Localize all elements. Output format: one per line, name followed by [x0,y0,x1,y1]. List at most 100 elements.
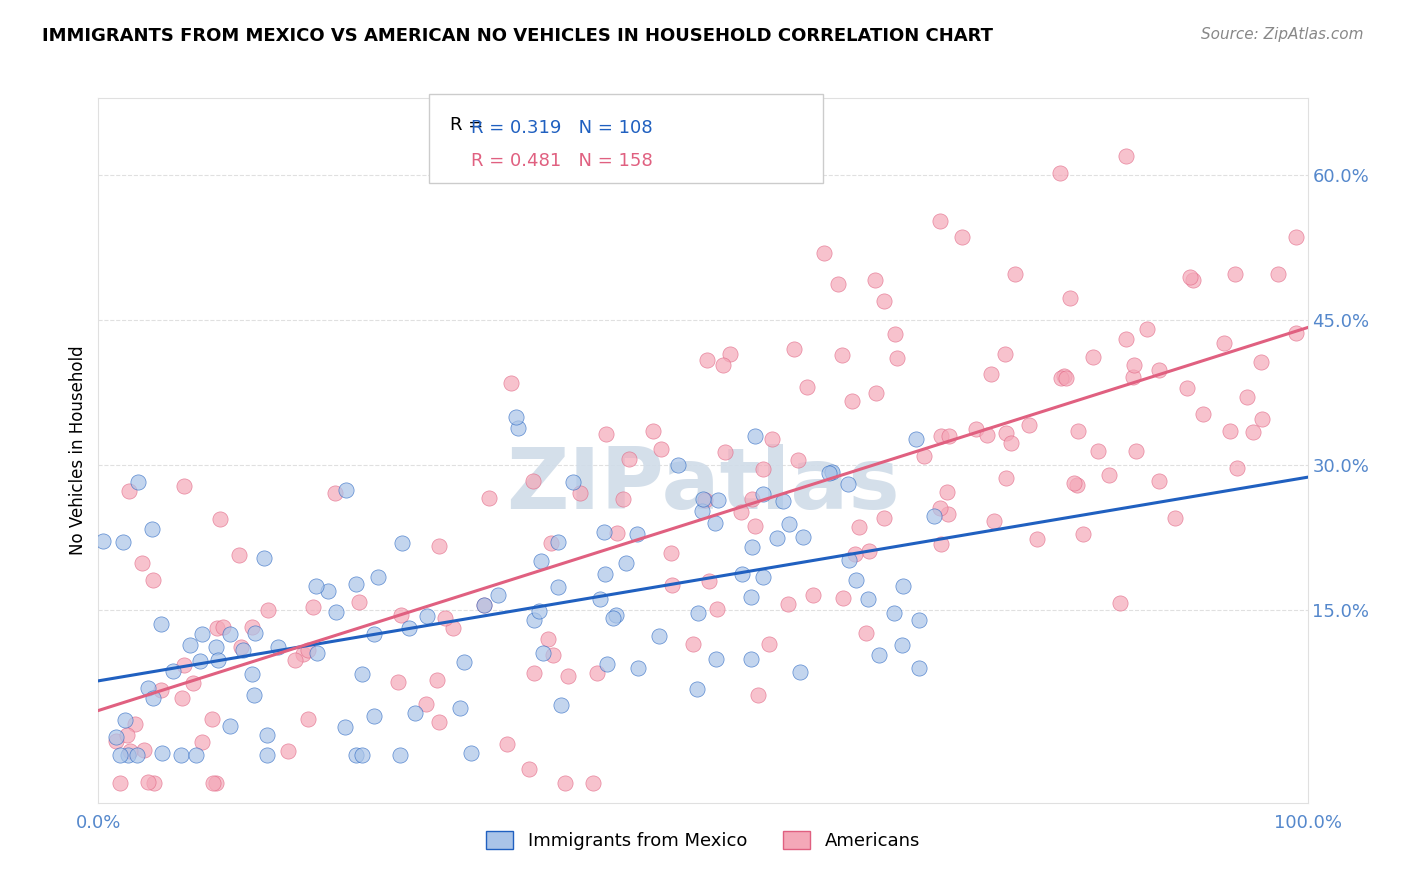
Americans [995,426,1018,441]
Americans [938,429,960,443]
Americans [796,380,818,394]
Immigrants from Mexico [904,433,927,447]
Americans [1123,358,1146,372]
Americans [706,602,728,616]
Immigrants from Mexico [267,640,290,654]
Americans [661,578,683,592]
Immigrants from Mexico [593,524,616,539]
Immigrants from Mexico [593,567,616,582]
Americans [682,637,704,651]
Americans [980,368,1002,382]
Americans [478,491,501,505]
Immigrants from Mexico [605,607,627,622]
Immigrants from Mexico [350,667,373,681]
Immigrants from Mexico [740,652,762,666]
Americans [586,666,609,681]
Americans [1125,444,1147,458]
Americans [995,471,1018,485]
Text: R =: R = [450,116,489,134]
Text: ZIPatlas: ZIPatlas [506,444,900,527]
Text: IMMIGRANTS FROM MEXICO VS AMERICAN NO VEHICLES IN HOUSEHOLD CORRELATION CHART: IMMIGRANTS FROM MEXICO VS AMERICAN NO VE… [42,27,993,45]
Americans [387,674,409,689]
Americans [1115,149,1137,163]
Immigrants from Mexico [474,598,496,612]
Americans [149,682,172,697]
Immigrants from Mexico [602,611,624,625]
Americans [696,352,718,367]
Americans [693,492,716,507]
Immigrants from Mexico [741,541,763,555]
Immigrants from Mexico [125,747,148,762]
Americans [1000,436,1022,450]
Immigrants from Mexico [391,535,413,549]
Immigrants from Mexico [307,646,329,660]
Americans [1081,350,1104,364]
Immigrants from Mexico [460,747,482,761]
Americans [415,697,437,711]
Immigrants from Mexico [752,487,775,501]
Americans [776,597,799,611]
Americans [499,376,522,391]
Immigrants from Mexico [190,626,212,640]
Americans [1285,326,1308,340]
Immigrants from Mexico [141,522,163,536]
Americans [744,518,766,533]
Immigrants from Mexico [188,654,211,668]
Americans [541,648,564,662]
Immigrants from Mexico [150,746,173,760]
Americans [429,715,451,730]
Americans [619,451,641,466]
Americans [472,599,495,613]
Immigrants from Mexico [648,629,671,643]
Immigrants from Mexico [367,570,389,584]
Immigrants from Mexico [506,421,529,435]
Americans [730,505,752,519]
Immigrants from Mexico [838,553,860,567]
Immigrants from Mexico [704,516,727,530]
Immigrants from Mexico [162,664,184,678]
Americans [1236,390,1258,404]
Americans [292,647,315,661]
Americans [714,444,737,458]
Americans [1063,475,1085,490]
Americans [228,548,250,562]
Americans [433,610,456,624]
Text: R = 0.319   N = 108: R = 0.319 N = 108 [471,119,652,136]
Immigrants from Mexico [818,466,841,480]
Americans [873,293,896,308]
Americans [349,595,371,609]
Americans [983,514,1005,528]
Immigrants from Mexico [219,719,242,733]
Americans [209,512,232,526]
Immigrants from Mexico [530,554,553,568]
Americans [883,327,905,342]
Immigrants from Mexico [243,625,266,640]
Americans [496,737,519,751]
Americans [936,507,959,521]
Americans [650,442,672,457]
Americans [1175,381,1198,395]
Immigrants from Mexico [404,706,426,720]
Immigrants from Mexico [890,638,912,652]
Immigrants from Mexico [752,570,775,584]
Immigrants from Mexico [335,483,357,498]
Americans [994,347,1017,361]
Americans [711,358,734,372]
Americans [912,449,935,463]
Americans [827,277,849,292]
Americans [855,626,877,640]
Immigrants from Mexico [305,579,328,593]
Americans [747,688,769,702]
Americans [1087,444,1109,458]
Americans [832,591,855,605]
Immigrants from Mexico [527,603,550,617]
Americans [205,776,228,790]
Immigrants from Mexico [316,583,339,598]
Text: R = 0.481   N = 158: R = 0.481 N = 158 [471,152,652,169]
Y-axis label: No Vehicles in Household: No Vehicles in Household [69,345,87,556]
Americans [115,728,138,742]
Americans [1026,532,1049,546]
Immigrants from Mexico [111,535,134,549]
Americans [427,539,450,553]
Immigrants from Mexico [596,657,619,672]
